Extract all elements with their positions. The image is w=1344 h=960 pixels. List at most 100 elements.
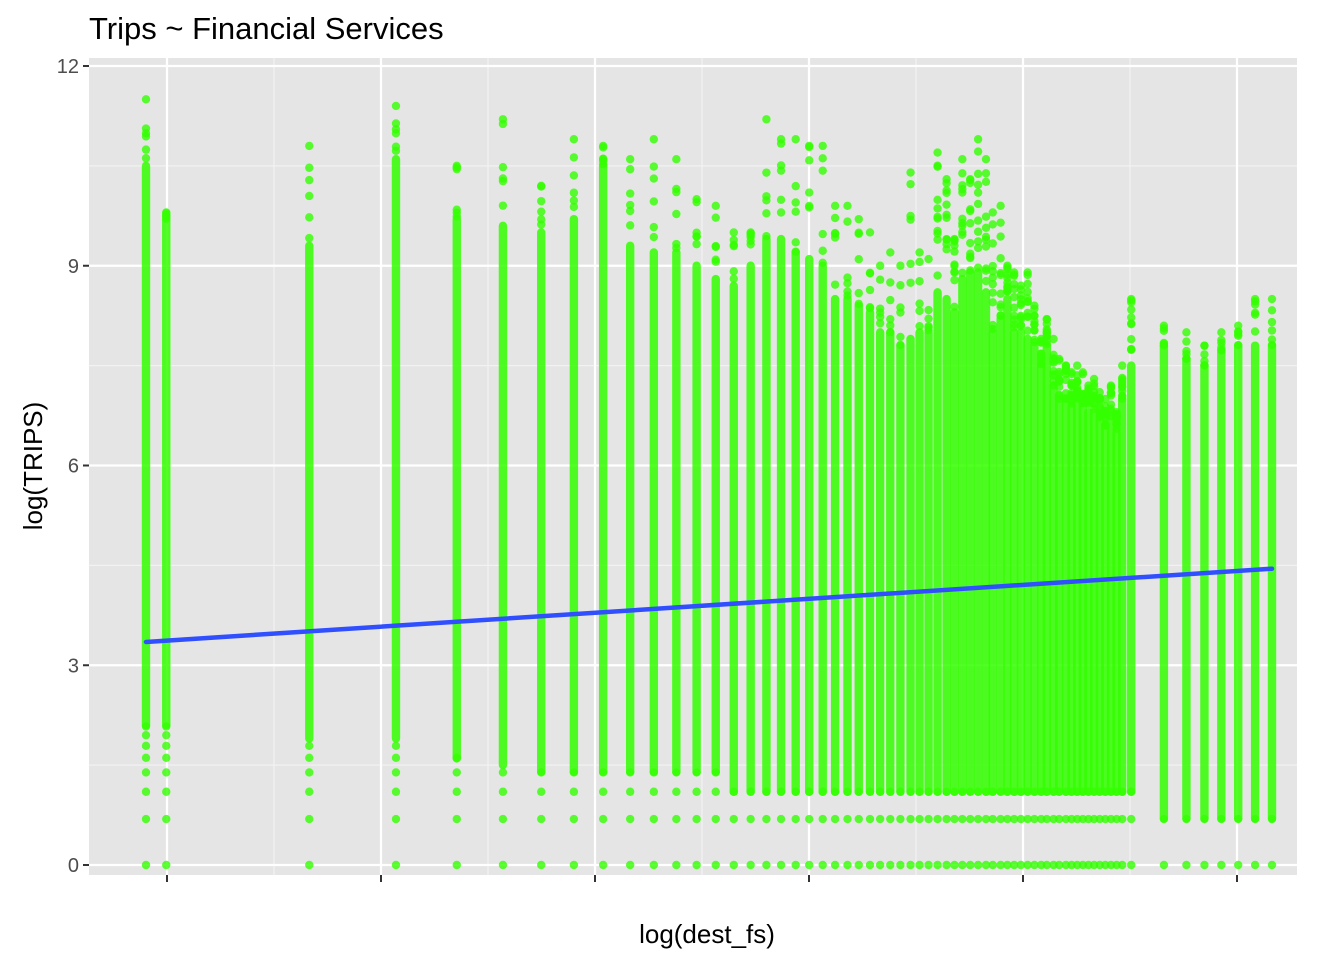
- data-point: [973, 135, 983, 144]
- data-point: [1016, 315, 1026, 324]
- data-point: [711, 814, 720, 824]
- data-point: [1200, 860, 1209, 870]
- data-point: [933, 195, 942, 205]
- data-point: [729, 228, 738, 237]
- data-point: [598, 787, 608, 796]
- data-point: [865, 860, 875, 870]
- data-point: [762, 168, 771, 177]
- data-point: [1073, 361, 1082, 370]
- data-point: [791, 198, 800, 207]
- data-point: [537, 814, 546, 824]
- data-point: [875, 275, 885, 284]
- data-point: [305, 233, 314, 243]
- data-point: [966, 219, 975, 228]
- data-point: [791, 247, 800, 256]
- data-point: [1009, 284, 1019, 294]
- data-point: [906, 860, 915, 870]
- data-point: [942, 210, 951, 220]
- data-point: [966, 814, 975, 824]
- data-point: [1200, 341, 1209, 350]
- data-point: [818, 860, 827, 870]
- data-point: [649, 162, 659, 171]
- data-point: [950, 260, 959, 269]
- data-point: [625, 165, 635, 174]
- data-point: [1030, 317, 1039, 326]
- data-point: [854, 255, 863, 264]
- data-point: [1003, 814, 1012, 824]
- data-point: [1016, 814, 1026, 824]
- data-point: [598, 156, 608, 166]
- data-point: [805, 814, 814, 824]
- data-point: [875, 319, 885, 328]
- data-point: [452, 161, 461, 171]
- data-point: [973, 147, 983, 156]
- data-point: [924, 325, 933, 335]
- data-point: [391, 860, 401, 870]
- data-point: [966, 205, 975, 214]
- data-point: [958, 188, 967, 197]
- data-point: [843, 217, 852, 226]
- data-point: [973, 243, 983, 253]
- data-point: [1127, 335, 1136, 344]
- data-point: [886, 328, 895, 337]
- data-point: [452, 814, 461, 824]
- data-point: [886, 295, 895, 305]
- data-point: [996, 218, 1005, 227]
- data-point: [896, 261, 905, 270]
- data-point: [1009, 860, 1019, 870]
- data-point: [818, 246, 827, 255]
- data-point: [598, 814, 608, 824]
- data-point: [692, 239, 701, 249]
- data-point: [1016, 281, 1026, 290]
- data-point: [915, 248, 924, 257]
- data-point: [141, 132, 151, 141]
- data-point: [996, 300, 1005, 309]
- data-point: [762, 860, 771, 870]
- data-point: [1127, 313, 1136, 322]
- data-point: [854, 299, 863, 309]
- data-point: [942, 245, 951, 254]
- axis-ticks: [83, 65, 1238, 882]
- data-point: [981, 266, 991, 275]
- data-point: [906, 278, 915, 287]
- data-point: [672, 187, 681, 197]
- data-point: [1061, 361, 1071, 370]
- data-point: [1234, 860, 1243, 870]
- data-point: [1250, 327, 1260, 336]
- data-point: [1054, 377, 1064, 386]
- data-point: [141, 730, 151, 740]
- data-point: [452, 208, 461, 217]
- data-point: [1118, 361, 1127, 370]
- data-point: [649, 222, 659, 232]
- data-point: [966, 174, 975, 184]
- data-point: [981, 814, 991, 824]
- data-point: [886, 278, 895, 287]
- data-point: [162, 753, 171, 763]
- data-point: [875, 814, 885, 824]
- data-point: [537, 860, 546, 870]
- data-point: [746, 228, 755, 237]
- data-point: [729, 274, 738, 283]
- data-point: [1200, 350, 1209, 359]
- data-point: [1030, 326, 1039, 335]
- data-point: [1267, 326, 1277, 335]
- data-point: [1009, 268, 1019, 277]
- data-point: [692, 860, 701, 870]
- data-point: [875, 261, 885, 270]
- data-point: [854, 860, 863, 870]
- data-point: [818, 141, 827, 151]
- data-point: [886, 314, 895, 324]
- data-point: [791, 814, 800, 824]
- data-point: [896, 860, 905, 870]
- data-point: [950, 275, 959, 285]
- data-point: [966, 249, 975, 258]
- data-point: [1182, 337, 1191, 346]
- data-point: [498, 787, 508, 796]
- data-point: [711, 860, 720, 870]
- data-point: [915, 257, 924, 267]
- data-point: [762, 115, 771, 124]
- data-point: [924, 305, 933, 315]
- data-point: [141, 768, 151, 777]
- data-point: [933, 229, 942, 238]
- data-point: [776, 195, 786, 205]
